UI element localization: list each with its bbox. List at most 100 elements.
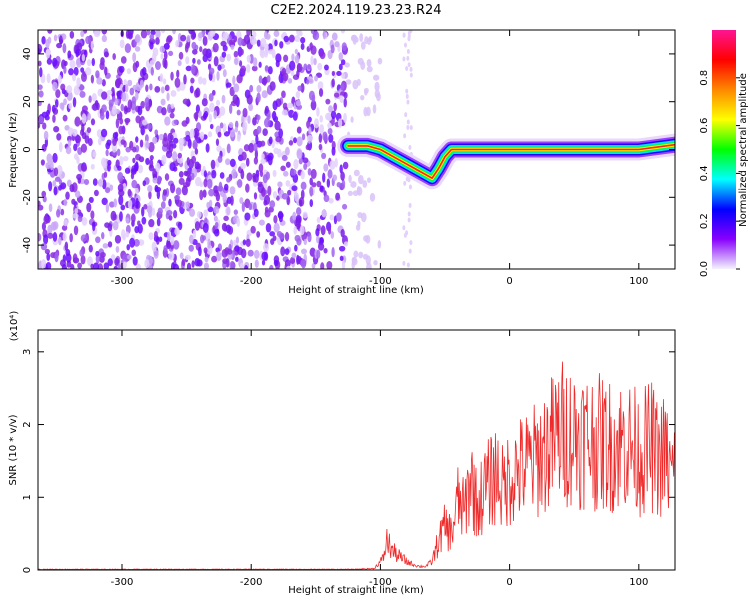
noise-blob: [244, 265, 249, 269]
noise-blob: [206, 178, 213, 190]
noise-blob: [264, 65, 269, 72]
noise-blob: [301, 133, 306, 141]
noise-blob: [299, 199, 303, 207]
noise-blob: [123, 79, 127, 86]
noise-blob: [183, 74, 187, 85]
noise-blob: [155, 37, 160, 45]
noise-blob: [252, 117, 257, 126]
noise-blob: [48, 181, 53, 192]
noise-blob: [358, 251, 364, 259]
noise-blob: [38, 90, 44, 98]
noise-blob: [170, 103, 175, 109]
noise-blob: [171, 151, 178, 162]
noise-blob: [226, 177, 231, 183]
noise-blob: [313, 118, 319, 129]
noise-blob: [253, 249, 260, 259]
noise-blob: [114, 257, 120, 267]
noise-blob: [406, 99, 410, 105]
noise-blob: [134, 35, 140, 43]
noise-blob: [336, 181, 342, 188]
noise-blob: [296, 149, 303, 160]
noise-blob: [408, 203, 412, 209]
noise-blob: [154, 86, 161, 93]
noise-blob: [38, 60, 42, 67]
noise-blob: [319, 124, 325, 134]
noise-blob: [208, 67, 215, 75]
noise-blob: [365, 106, 371, 117]
noise-blob: [263, 199, 268, 206]
noise-blob: [311, 182, 317, 188]
noise-blob: [267, 155, 273, 166]
noise-blob: [213, 56, 219, 67]
noise-blob: [221, 94, 226, 104]
noise-blob: [234, 120, 239, 129]
noise-blob: [192, 48, 198, 55]
noise-blob: [291, 53, 295, 62]
noise-blob: [120, 103, 125, 112]
noise-blob: [175, 40, 180, 48]
noise-blob: [102, 162, 107, 169]
noise-blob: [306, 134, 314, 142]
noise-blob: [213, 215, 218, 222]
noise-blob: [245, 183, 250, 193]
noise-blob: [308, 126, 312, 135]
noise-blob: [76, 77, 81, 88]
noise-blob: [342, 203, 348, 210]
noise-blob: [217, 155, 223, 163]
noise-blob: [273, 222, 280, 233]
noise-blob: [95, 250, 100, 257]
noise-blob: [258, 61, 262, 68]
noise-blob: [269, 264, 274, 269]
noise-blob: [316, 107, 320, 117]
noise-blob: [53, 186, 58, 196]
noise-blob: [236, 217, 241, 228]
noise-blob: [300, 43, 305, 50]
noise-blob: [117, 172, 124, 182]
noise-blob: [258, 219, 265, 226]
noise-blob: [169, 183, 176, 194]
noise-blob: [105, 142, 111, 150]
noise-blob: [406, 262, 410, 268]
noise-blob: [144, 97, 150, 107]
noise-blob: [155, 162, 161, 173]
noise-blob: [52, 232, 58, 242]
noise-blob: [303, 163, 308, 170]
noise-blob: [181, 258, 186, 267]
noise-blob: [189, 234, 194, 244]
noise-blob: [305, 144, 310, 151]
noise-blob: [280, 246, 286, 257]
noise-blob: [156, 218, 161, 227]
noise-blob: [81, 217, 88, 226]
x-tick-label: -300: [111, 577, 134, 588]
noise-blob: [198, 32, 203, 39]
noise-blob: [47, 232, 54, 239]
noise-blob: [99, 112, 105, 121]
noise-blob: [254, 259, 259, 268]
noise-blob: [39, 67, 43, 78]
noise-blob: [79, 249, 84, 257]
noise-blob: [309, 199, 314, 208]
noise-blob: [338, 245, 346, 252]
noise-blob: [86, 202, 92, 213]
noise-blob: [92, 178, 98, 186]
noise-blob: [164, 173, 170, 181]
noise-blob: [290, 168, 297, 176]
noise-blob: [233, 239, 237, 247]
noise-blob: [201, 98, 208, 107]
noise-blob: [186, 157, 190, 166]
noise-blob: [289, 256, 296, 265]
noise-blob: [170, 235, 175, 246]
x-tick-label: -100: [369, 276, 392, 287]
noise-blob: [41, 35, 46, 45]
noise-blob: [295, 207, 302, 216]
noise-blob: [112, 132, 118, 139]
noise-blob: [316, 217, 321, 223]
noise-blob: [104, 187, 111, 194]
noise-blob: [222, 193, 227, 203]
noise-blob: [212, 42, 219, 53]
noise-blob: [291, 185, 298, 192]
noise-blob: [281, 154, 288, 162]
noise-blob: [305, 79, 310, 85]
noise-blob: [320, 262, 325, 269]
noise-blob: [87, 112, 91, 121]
